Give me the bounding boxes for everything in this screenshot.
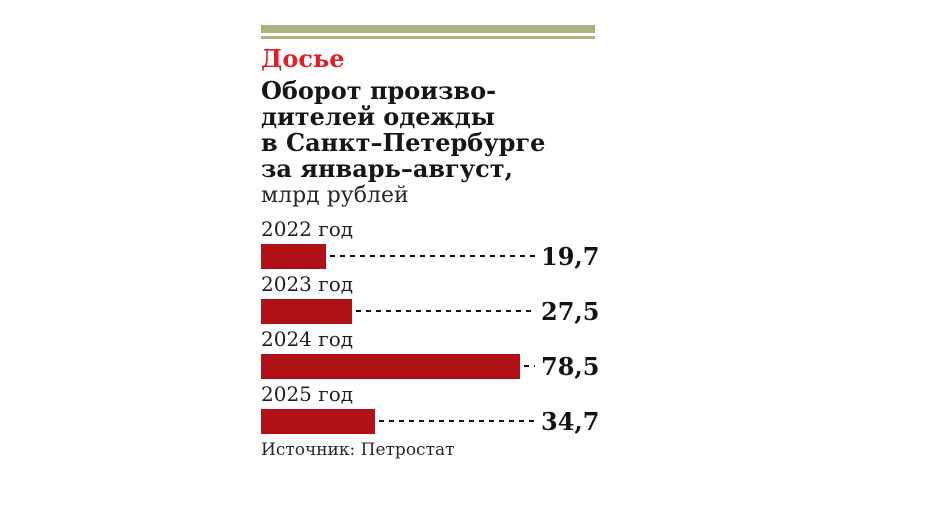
bar-row-2023: 2023 год 27,5 [261, 272, 599, 327]
source-label: Источник: Петростат [261, 440, 455, 460]
bar-row-2025: 2025 год 34,7 [261, 382, 599, 437]
leader-line [524, 365, 535, 367]
chart-title: Оборот произво- дителей одежды в Санкт–П… [261, 78, 545, 182]
category-label: 2024 год [261, 327, 354, 351]
bar-chart: 2022 год 19,7 2023 год 27,5 2024 год 78,… [261, 217, 599, 437]
bar-2024 [261, 354, 520, 379]
kicker-label: Досье [261, 44, 345, 73]
top-rule-thin [261, 36, 595, 39]
leader-line [330, 255, 535, 257]
bar-2022 [261, 244, 326, 269]
bar-2023 [261, 299, 352, 324]
category-label: 2023 год [261, 272, 354, 296]
bar-row-2022: 2022 год 19,7 [261, 217, 599, 272]
value-label: 34,7 [541, 407, 600, 436]
title-line-3: в Санкт–Петербурге [261, 128, 546, 157]
top-rule-thick [261, 25, 595, 33]
category-label: 2025 год [261, 382, 354, 406]
title-line-1: Оборот произво- [261, 76, 497, 105]
leader-line [379, 420, 535, 422]
value-label: 78,5 [541, 352, 600, 381]
bar-row-2024: 2024 год 78,5 [261, 327, 599, 382]
bar-2025 [261, 409, 375, 434]
title-line-4: за январь–август, [261, 154, 513, 183]
value-label: 19,7 [541, 242, 600, 271]
value-label: 27,5 [541, 297, 600, 326]
leader-line [356, 310, 535, 312]
title-line-2: дителей одежды [261, 102, 495, 131]
unit-label: млрд рублей [261, 183, 409, 208]
category-label: 2022 год [261, 217, 354, 241]
